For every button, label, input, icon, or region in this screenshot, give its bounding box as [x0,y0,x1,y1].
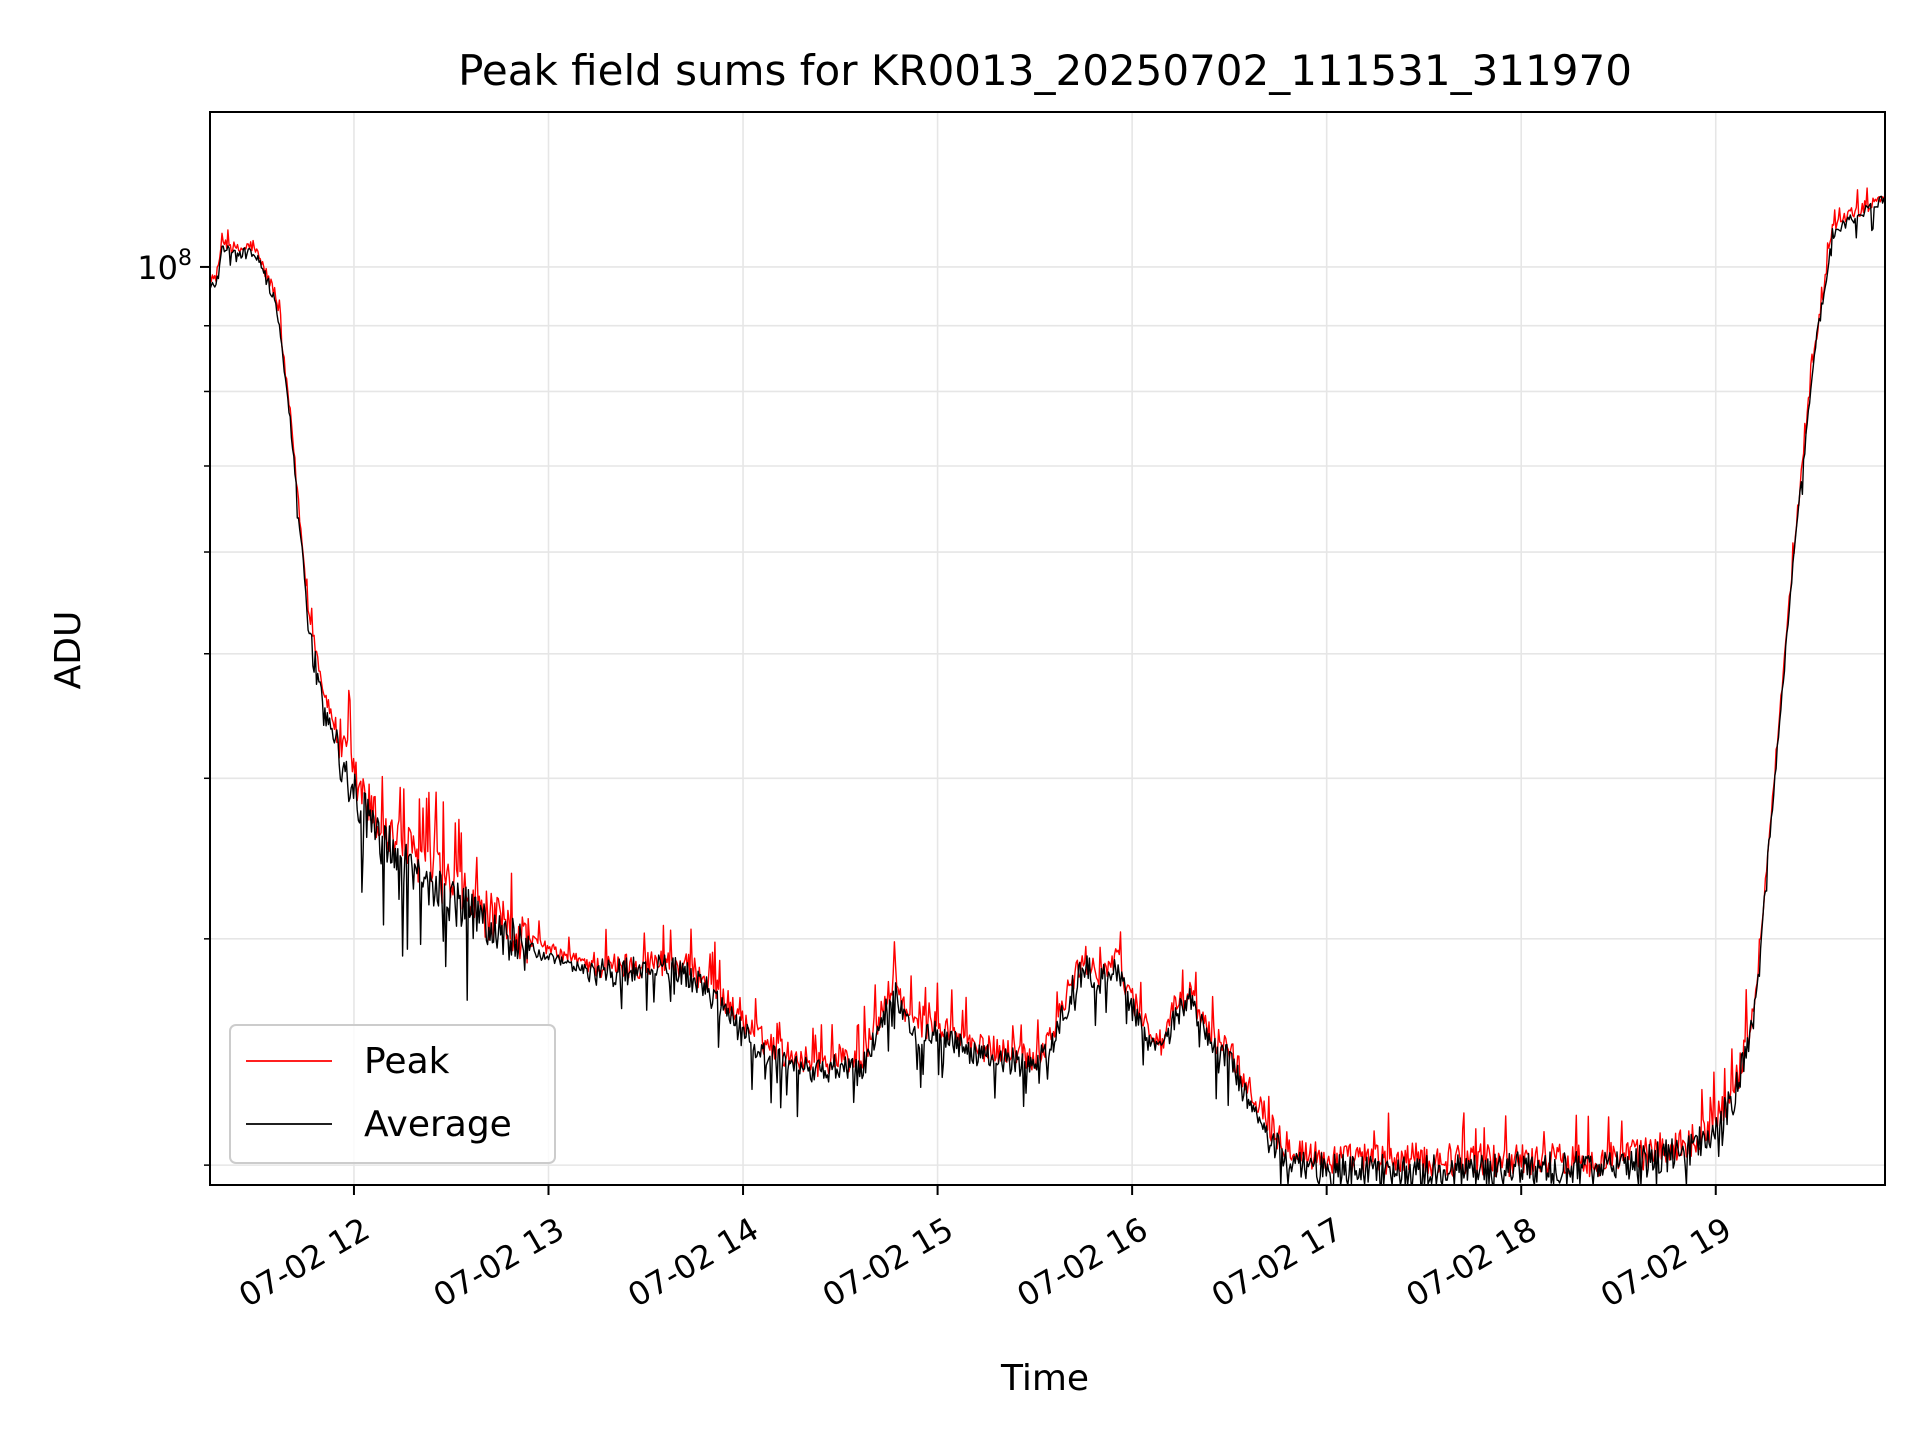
y-axis-label: ADU [48,611,89,690]
y-axis: 108 [137,246,210,1166]
legend: Peak Average [229,1024,556,1164]
x-axis-label: Time [1000,1358,1089,1399]
series-group [210,187,1885,1185]
series-line-average [210,195,1885,1185]
grid [210,112,1885,1185]
legend-label-average: Average [364,1104,512,1145]
chart-title: Peak field sums for KR0013_20250702_1115… [458,46,1632,95]
legend-box [229,1024,556,1164]
legend-label-peak: Peak [364,1041,450,1082]
y-tick-label: 108 [137,246,192,287]
plot-frame [209,111,1886,1186]
